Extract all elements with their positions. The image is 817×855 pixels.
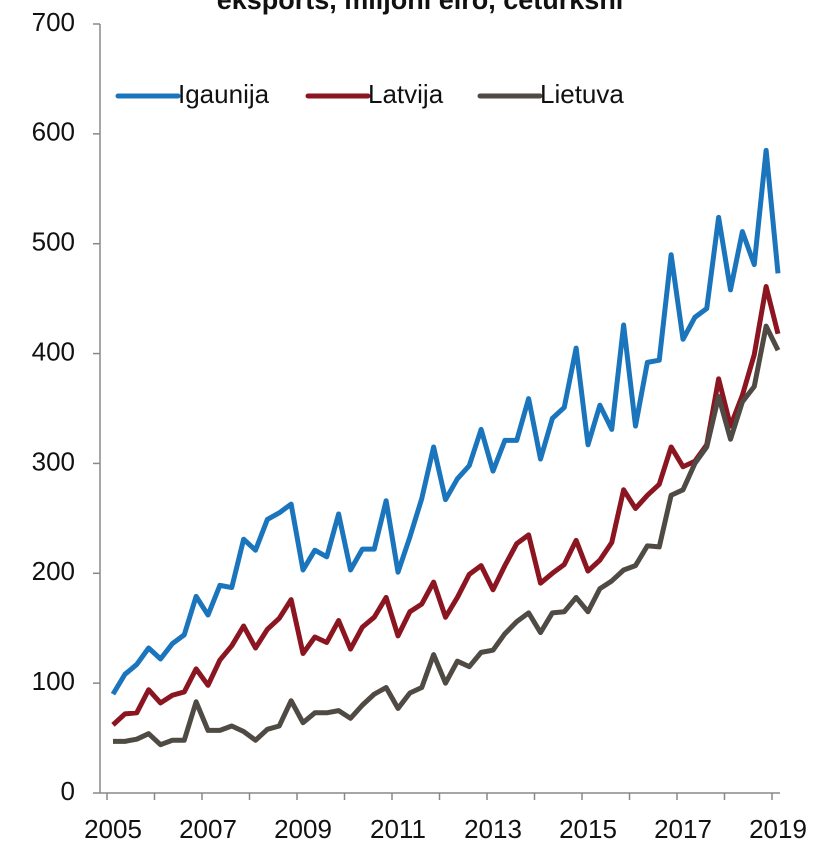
series-line	[110, 147, 781, 696]
series-line	[113, 323, 781, 748]
y-tick-label: 500	[32, 227, 75, 257]
y-tick-label: 200	[32, 556, 75, 586]
x-tick-label: 2005	[84, 814, 142, 844]
x-tick-label: 2009	[274, 814, 332, 844]
legend-label: Igaunija	[178, 79, 270, 109]
x-tick-label: 2007	[179, 814, 237, 844]
x-tick-label: 2017	[654, 814, 712, 844]
y-tick-label: 0	[61, 776, 75, 806]
x-tick-label: 2015	[559, 814, 617, 844]
x-tick-label: 2019	[749, 814, 807, 844]
legend-label: Latvija	[368, 79, 444, 109]
y-tick-label: 400	[32, 336, 75, 366]
y-tick-label: 600	[32, 117, 75, 147]
x-tick-label: 2013	[464, 814, 522, 844]
x-tick-label: 2011	[370, 814, 426, 844]
series-line	[111, 284, 781, 727]
legend-label: Lietuva	[540, 79, 624, 109]
y-tick-label: 100	[32, 666, 75, 696]
y-tick-label: 700	[32, 7, 75, 37]
chart-title: eksports, miljoni eiro, ceturksnī	[217, 0, 624, 15]
y-tick-label: 300	[32, 446, 75, 476]
